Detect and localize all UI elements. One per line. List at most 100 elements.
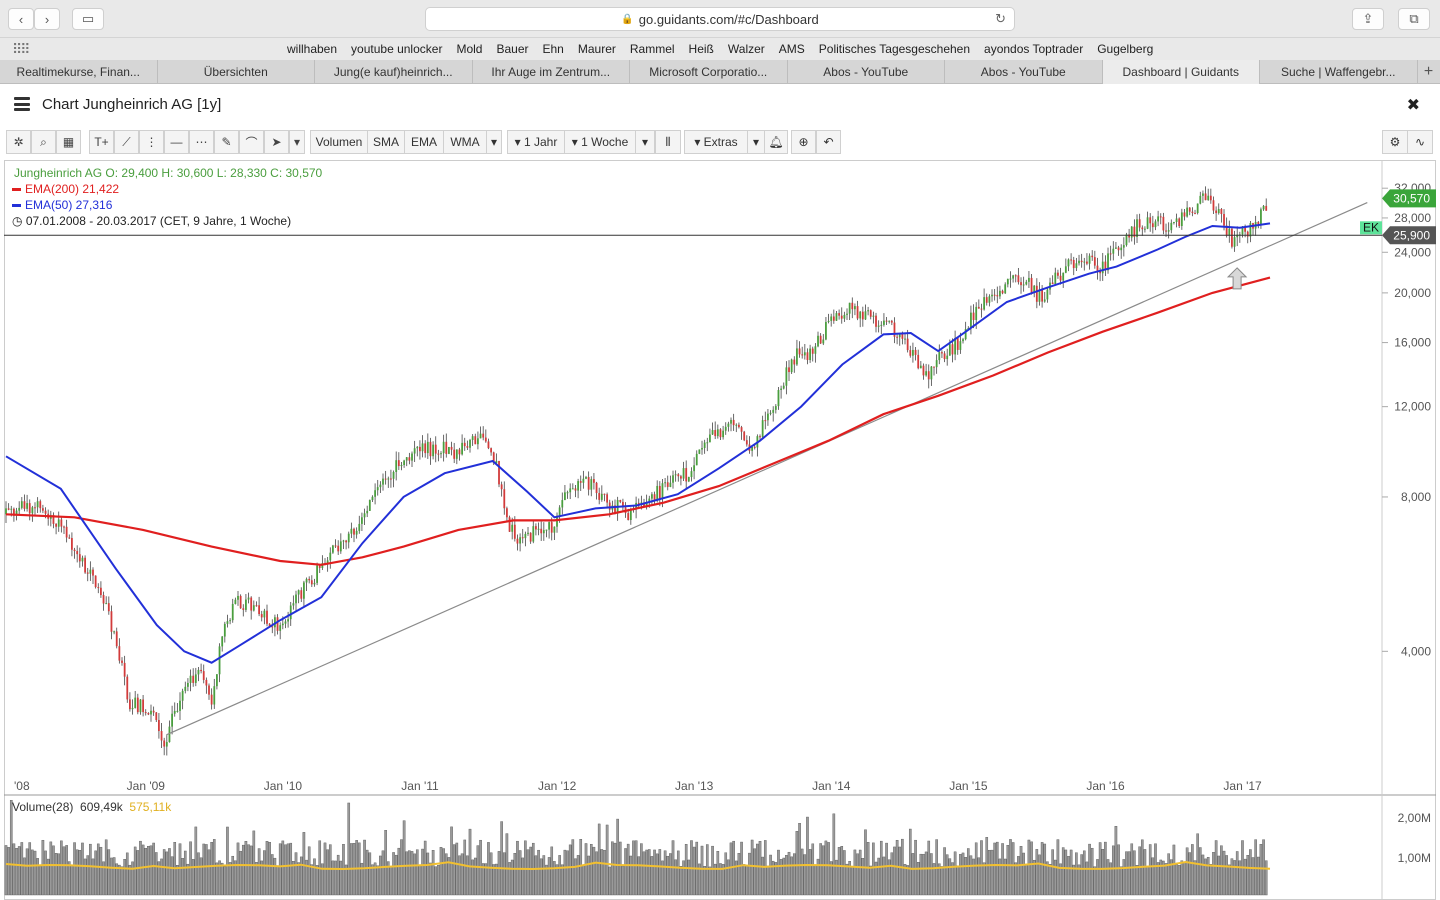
text-tool-icon[interactable]: T+ (89, 130, 114, 154)
indicator-dropdown-icon[interactable]: ▾ (486, 130, 502, 154)
browser-tab[interactable]: Suche | Waffengebr... (1260, 60, 1418, 84)
bookmark-item[interactable]: Gugelberg (1097, 42, 1154, 56)
search-icon[interactable]: ⌕ (31, 130, 56, 154)
pencil-tool-icon[interactable]: ✎ (214, 130, 239, 154)
reload-icon[interactable]: ↻ (995, 11, 1006, 26)
candle-body (935, 360, 938, 368)
volume-bar (347, 802, 351, 896)
bookmark-item[interactable]: Rammel (629, 42, 675, 56)
sidebar-toggle-button[interactable]: ▭ (72, 8, 104, 30)
browser-tab[interactable]: Jung(e kauf)heinrich... (315, 60, 473, 84)
candle-body (653, 494, 656, 501)
tabs-overview-button[interactable]: ⧉ (1398, 8, 1430, 30)
browser-tab[interactable]: Abos - YouTube (945, 60, 1103, 84)
bookmark-item[interactable]: youtube unlocker (351, 42, 443, 56)
volume-bar (321, 863, 324, 896)
volume-bar (972, 858, 975, 896)
volumen-button[interactable]: Volumen (310, 130, 368, 154)
interval-dropdown-icon[interactable]: ▾ (635, 130, 655, 154)
undo-icon[interactable]: ↶ (816, 130, 841, 154)
bookmark-item[interactable]: willhaben (287, 42, 338, 56)
candle-body (661, 483, 664, 499)
volume-bar (629, 855, 633, 896)
candle-body (413, 448, 416, 454)
candle-body (764, 420, 767, 422)
bookmark-item[interactable]: AMS (778, 42, 805, 56)
candle-body (205, 679, 208, 686)
url-bar[interactable]: 🔒 go.guidants.com/#c/Dashboard ↻ (425, 7, 1015, 31)
candle-body (434, 444, 437, 454)
bookmark-item[interactable]: Ehn (542, 42, 564, 56)
sma-button[interactable]: SMA (367, 130, 405, 154)
candle-body (743, 431, 746, 441)
volume-bar (597, 823, 601, 896)
candle-body (1186, 207, 1189, 217)
wma-button[interactable]: WMA (443, 130, 487, 154)
tools-dropdown-icon[interactable]: ▾ (289, 130, 305, 154)
bookmark-item[interactable]: Maurer (577, 42, 616, 56)
interval-select[interactable]: ▾ 1 Woche (564, 130, 636, 154)
fibonacci-tool-icon[interactable]: ⋮ (139, 130, 164, 154)
volume-bar (81, 842, 84, 896)
volume-bar (508, 862, 511, 896)
volume-bar (840, 846, 844, 896)
candle-body (511, 524, 514, 532)
volume-bar (845, 863, 849, 896)
bookmark-item[interactable]: Heiß (688, 42, 714, 56)
volume-bar (165, 851, 169, 896)
candle-body (527, 532, 529, 534)
hamburger-menu-icon[interactable] (14, 97, 30, 111)
arc-tool-icon[interactable]: ⌒ (239, 130, 264, 154)
candle-body (999, 290, 1001, 297)
ema-button[interactable]: EMA (404, 130, 444, 154)
bookmark-item[interactable]: ayondos Toptrader (984, 42, 1084, 56)
candle-type-icon[interactable]: ⫴ (655, 130, 681, 154)
chart-area[interactable]: 32,000 28,000 24,000 20,000 16,000 12,000 8,00… (4, 160, 1436, 900)
candle-body (832, 316, 835, 321)
bookmark-item[interactable]: Walzer (727, 42, 765, 56)
bookmark-item[interactable]: Politisches Tagesgeschehen (818, 42, 971, 56)
browser-tab[interactable]: Übersichten (158, 60, 315, 84)
share-button[interactable]: ⇪ (1352, 8, 1384, 30)
extras-dropdown-icon[interactable]: ▾ (747, 130, 765, 154)
volume-bar (798, 823, 801, 896)
channel-tool-icon[interactable]: ⋯ (189, 130, 214, 154)
alarm-bell-icon[interactable]: 🔔︎ (764, 130, 788, 154)
bookmark-item[interactable]: Mold (456, 42, 483, 56)
bookmark-item[interactable]: Bauer (496, 42, 529, 56)
candle-body (579, 481, 582, 483)
new-tab-button[interactable]: + (1423, 63, 1434, 80)
period-select[interactable]: ▾ 1 Jahr (507, 130, 565, 154)
settings-icon[interactable]: ✲ (6, 130, 31, 154)
browser-tab[interactable]: Realtimekurse, Finan... (0, 60, 158, 84)
candle-body (1246, 231, 1249, 237)
candle-body (1146, 217, 1149, 229)
indicator-wave-icon[interactable]: ∿ (1407, 130, 1433, 154)
candle-body (608, 502, 611, 510)
volume-bar (1006, 845, 1010, 896)
horizontal-line-icon[interactable]: — (164, 130, 189, 154)
volume-bar (500, 821, 503, 896)
display-options-icon[interactable]: ⚙ (1382, 130, 1408, 154)
zoom-icon[interactable]: ⊕ (791, 130, 816, 154)
extras-select[interactable]: ▾ Extras (684, 130, 748, 154)
volume-bar (120, 866, 124, 896)
line-tool-icon[interactable]: ⟋ (114, 130, 139, 154)
candle-body (867, 310, 870, 312)
up-arrow-icon (1226, 267, 1248, 290)
candle-body (643, 502, 645, 507)
volume-bar (205, 844, 208, 896)
browser-tab[interactable]: Dashboard | Guidants (1102, 60, 1260, 84)
price-chart[interactable]: 32,00028,00024,00020,00016,00012,0008,00… (4, 160, 1436, 900)
browser-tab[interactable]: Ihr Auge im Zentrum... (473, 60, 630, 84)
browser-tab[interactable]: Abos - YouTube (788, 60, 945, 84)
forward-button[interactable]: › (34, 8, 60, 30)
close-icon[interactable]: ✖ (1406, 97, 1420, 114)
back-button[interactable]: ‹ (8, 8, 34, 30)
candle-body (687, 477, 690, 482)
browser-tab[interactable]: Microsoft Corporatio... (630, 60, 788, 84)
cursor-tool-icon[interactable]: ➤ (264, 130, 289, 154)
grid-icon[interactable]: ⠿⠿ (12, 41, 30, 57)
candle-body (160, 731, 163, 741)
layout-grid-icon[interactable]: ▦ (56, 130, 81, 154)
